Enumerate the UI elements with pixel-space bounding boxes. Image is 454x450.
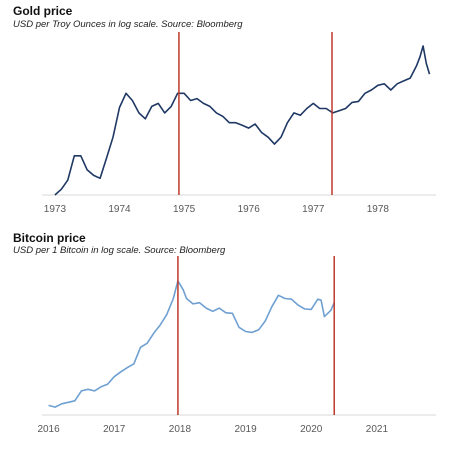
x-tick-label: 2017 bbox=[103, 424, 126, 435]
x-tick-label: 1977 bbox=[302, 204, 325, 215]
x-tick-label: 1973 bbox=[44, 204, 67, 215]
chart-title: Gold price bbox=[13, 4, 73, 18]
x-tick-label: 2021 bbox=[366, 424, 389, 435]
bitcoin-price-chart: Bitcoin price USD per 1 Bitcoin in log s… bbox=[0, 227, 454, 450]
x-tick-label: 2018 bbox=[169, 424, 192, 435]
gold-plot-area: 1973 1974 1975 1976 1977 1978 bbox=[42, 32, 436, 215]
gold-price-chart: Gold price USD per Troy Ounces in log sc… bbox=[13, 4, 436, 215]
x-tick-label: 1976 bbox=[238, 204, 261, 215]
chart-title: Bitcoin price bbox=[13, 231, 86, 245]
x-tick-label: 2019 bbox=[234, 424, 257, 435]
x-tick-label: 2020 bbox=[300, 424, 323, 435]
series-line bbox=[54, 45, 431, 196]
x-tick-label: 1974 bbox=[108, 204, 131, 215]
chart-subtitle: USD per 1 Bitcoin in log scale. Source: … bbox=[13, 245, 226, 256]
series-line bbox=[48, 280, 335, 408]
x-tick-label: 1978 bbox=[367, 204, 390, 215]
chart-subtitle: USD per Troy Ounces in log scale. Source… bbox=[13, 19, 243, 30]
x-tick-label: 2016 bbox=[37, 424, 60, 435]
x-tick-label: 1975 bbox=[173, 204, 196, 215]
bitcoin-plot-area: 2016 2017 2018 2019 2020 2021 bbox=[37, 256, 436, 435]
